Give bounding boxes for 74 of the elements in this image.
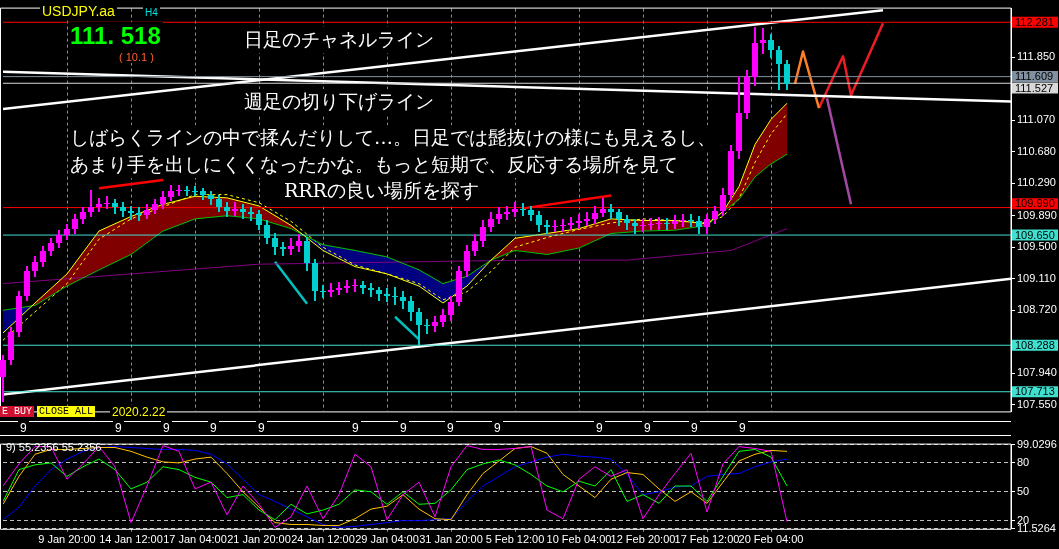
candlestick xyxy=(520,203,526,216)
y-tick-label: 50 xyxy=(1017,484,1030,497)
y-tick-label: 80 xyxy=(1017,455,1030,468)
y-tick-label: 110.680 xyxy=(1017,144,1056,157)
x-tick-label: 10 Feb 04:00 xyxy=(546,533,612,546)
candlestick xyxy=(656,217,662,230)
x-tick-label: 12 Feb 20:00 xyxy=(610,533,676,546)
candlestick xyxy=(104,196,110,209)
y-tick-label: 110.290 xyxy=(1017,176,1056,189)
y-tick-label: 108.720 xyxy=(1017,303,1057,316)
annotation: ( 10.1 ) xyxy=(117,51,156,63)
text: 9 xyxy=(398,421,409,435)
y-tick-label: 111.070 xyxy=(1017,113,1056,126)
ref-line-label: 111.609 xyxy=(1015,70,1054,83)
text: 9 xyxy=(350,421,361,435)
ref-line-label: 109.650 xyxy=(1015,228,1055,241)
x-tick-label: 21 Jan 20:00 xyxy=(227,533,291,546)
y-tick-label: 107.940 xyxy=(1017,366,1057,379)
annotation: E BUY xyxy=(0,406,35,417)
x-tick-label: 14 Jan 12:00 xyxy=(99,533,163,546)
annotation: 週足の切り下げライン xyxy=(242,89,436,115)
annotation: 日足のチャネルライン xyxy=(242,27,436,53)
candlestick xyxy=(648,218,654,230)
ref-line-label: 109.990 xyxy=(1015,197,1055,210)
candlestick xyxy=(424,319,430,334)
ref-line-label: 111.527 xyxy=(1015,81,1054,94)
candlestick xyxy=(640,219,646,232)
y-tick-label: 99.0296 xyxy=(1017,437,1057,450)
text: 9 xyxy=(256,421,267,435)
annotation: CLOSE ALL xyxy=(37,406,96,417)
candlestick xyxy=(680,214,686,227)
candlestick xyxy=(552,220,558,232)
text: 9 xyxy=(689,421,700,435)
annotation: 2020.2.22 xyxy=(110,405,168,419)
candlestick xyxy=(560,219,566,232)
chart-title: USDJPY.aa xyxy=(40,3,117,19)
y-tick-label: 107.550 xyxy=(1017,397,1057,410)
text: 9 xyxy=(737,421,748,435)
candlestick xyxy=(688,214,694,227)
ref-line-label: 107.713 xyxy=(1015,385,1055,398)
y-tick-label: 109.890 xyxy=(1017,208,1057,221)
text: 9 xyxy=(208,421,219,435)
x-tick-label: 24 Jan 12:00 xyxy=(291,533,355,546)
text: 9 xyxy=(161,421,172,435)
annotation: RRRの良い場所を探す xyxy=(282,178,481,204)
annotation: 111. 518 xyxy=(68,22,163,50)
candlestick xyxy=(184,186,190,196)
x-tick-label: 9 Jan 20:00 xyxy=(38,533,96,546)
y-tick-label: 111.850 xyxy=(1017,50,1056,63)
text: 9 xyxy=(642,421,653,435)
x-tick-label: 29 Jan 04:00 xyxy=(355,533,419,546)
y-tick-label: 109.500 xyxy=(1017,240,1057,253)
text: 9 xyxy=(18,421,29,435)
text: 9 xyxy=(594,421,605,435)
x-tick-label: 20 Feb 04:00 xyxy=(738,533,804,546)
ref-line-label: 112.281 xyxy=(1015,15,1054,28)
x-tick-label: 17 Feb 12:00 xyxy=(674,533,740,546)
y-tick-label: 109.110 xyxy=(1017,271,1056,284)
x-tick-label: 31 Jan 20:00 xyxy=(419,533,483,546)
candlestick xyxy=(176,185,182,196)
candlestick xyxy=(664,218,670,230)
text: 9 xyxy=(492,421,503,435)
x-tick-label: 5 Feb 12:00 xyxy=(485,533,545,546)
candlestick xyxy=(192,186,198,196)
candlestick xyxy=(320,285,326,298)
ref-line-label: 108.288 xyxy=(1015,338,1055,351)
chart-subtitle: H4 xyxy=(143,7,160,18)
annotation: しばらくラインの中で揉んだりして…。日足では髭抜けの様にも見えるし、 xyxy=(68,125,718,151)
annotation: あまり手を出しにくくなったかな。もっと短期で、反応する場所を見て xyxy=(68,152,680,178)
candlestick xyxy=(392,287,398,305)
x-tick-label: 17 Jan 04:00 xyxy=(163,533,227,546)
text: 9 xyxy=(113,421,124,435)
candlestick xyxy=(352,279,358,292)
text: 9 xyxy=(445,421,456,435)
